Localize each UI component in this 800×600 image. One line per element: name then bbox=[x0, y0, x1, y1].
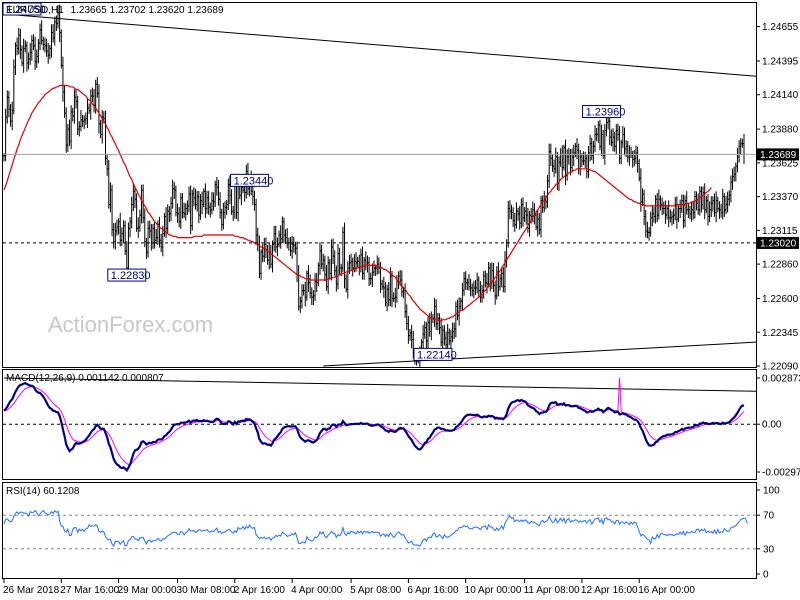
time-axis-label: 4 Apr 00:00 bbox=[291, 585, 343, 596]
price-axis-label: 1.22090 bbox=[762, 362, 799, 373]
time-axis-label: 27 Mar 16:00 bbox=[60, 585, 119, 596]
price-axis-label: 1.23625 bbox=[762, 158, 799, 169]
macd-axis: 0.002873 0.00 -0.002974 bbox=[756, 374, 800, 479]
time-axis-label: 30 Mar 08:00 bbox=[177, 585, 236, 596]
price-axis: 1.24655 1.24395 1.24140 1.23880 1.23625 1.233… bbox=[756, 22, 799, 373]
rsi-axis-label: 30 bbox=[763, 544, 775, 555]
macd-lines bbox=[3, 377, 757, 473]
moving-average-line bbox=[3, 84, 712, 322]
rsi-panel bbox=[2, 482, 757, 579]
time-axis-label: 10 Apr 00:00 bbox=[465, 585, 522, 596]
macd-axis-label: 0.00 bbox=[762, 420, 782, 431]
price-annotation-label: 1.22140 bbox=[417, 349, 457, 361]
price-annotation-label: 1.23440 bbox=[234, 175, 274, 187]
macd-trendline bbox=[3, 377, 757, 392]
time-axis-label: 16 Apr 00:00 bbox=[638, 585, 695, 596]
price-annotation: 1.22830 bbox=[107, 268, 151, 282]
price-axis-label: 1.24395 bbox=[762, 56, 799, 67]
current-price-tag bbox=[757, 148, 799, 161]
price-axis-label: 1.22600 bbox=[762, 294, 799, 305]
price-annotation: 1.24750 bbox=[2, 2, 46, 16]
rsi-title: RSI(14) 60.1208 bbox=[6, 486, 80, 497]
price-axis-label: 1.24140 bbox=[762, 90, 799, 101]
price-panel bbox=[2, 2, 757, 368]
price-annotation-box bbox=[582, 105, 622, 119]
support-price-tag bbox=[757, 236, 799, 249]
price-annotation: 1.22140 bbox=[413, 347, 457, 361]
rsi-axis-label: 0 bbox=[763, 570, 769, 581]
moving-average bbox=[3, 84, 712, 322]
upper-trendline bbox=[3, 13, 757, 77]
price-annotation-label: 1.22830 bbox=[111, 270, 151, 282]
price-axis-label: 1.24655 bbox=[762, 22, 799, 33]
macd-title: MACD(12,26,9) 0.001142 0.000807 bbox=[6, 373, 164, 384]
watermark: ActionForex.com bbox=[48, 312, 213, 337]
symbol-label: EURUSD,H1 bbox=[6, 5, 64, 16]
time-axis-label: 29 Mar 00:00 bbox=[118, 585, 177, 596]
time-axis-label: 5 Apr 08:00 bbox=[350, 585, 402, 596]
price-annotation-box bbox=[107, 268, 147, 282]
price-annotation: 1.23440 bbox=[230, 173, 274, 187]
price-axis-label: 1.23115 bbox=[762, 226, 798, 237]
price-annotation-label: 1.23960 bbox=[586, 107, 626, 119]
lower-trendline bbox=[323, 341, 757, 367]
price-annotation-box bbox=[2, 2, 42, 16]
price-annotation-label: 1.24750 bbox=[6, 4, 46, 16]
price-axis-label: 1.23370 bbox=[762, 192, 799, 203]
support-price-label: 1.23020 bbox=[760, 238, 797, 249]
macd-main-line bbox=[3, 382, 745, 473]
price-trendlines bbox=[3, 13, 757, 367]
time-axis-label: 2 Apr 16:00 bbox=[234, 585, 286, 596]
price-annotation-box bbox=[230, 173, 270, 187]
time-axis: 26 Mar 2018 27 Mar 16:0029 Mar 00:00 30 Ma… bbox=[3, 579, 695, 596]
price-annotation: 1.23960 bbox=[582, 105, 626, 119]
price-annotations: 1.24750 1.23440 1.22830 1.22140 1.23960 bbox=[2, 2, 626, 361]
rsi-axis-label: 100 bbox=[763, 486, 780, 497]
rsi-axis-label: 70 bbox=[763, 511, 775, 522]
price-header: EURUSD,H1 1.23665 1.23702 1.23620 1.2368… bbox=[6, 5, 224, 16]
rsi-lines bbox=[3, 509, 756, 550]
ohlc-readout: 1.23665 1.23702 1.23620 1.23689 bbox=[71, 5, 224, 16]
rsi-axis: 100 70 30 0 bbox=[756, 486, 780, 581]
price-axis-label: 1.23880 bbox=[762, 125, 799, 136]
time-axis-label: 11 Apr 08:00 bbox=[524, 585, 580, 596]
macd-axis-label: 0.002873 bbox=[762, 374, 800, 385]
rsi-line bbox=[3, 509, 748, 547]
time-axis-label: 6 Apr 16:00 bbox=[407, 585, 459, 596]
time-axis-label: 12 Apr 16:00 bbox=[581, 585, 638, 596]
price-axis-label: 1.22860 bbox=[762, 260, 799, 271]
time-axis-label: 26 Mar 2018 bbox=[3, 585, 60, 596]
current-price-label: 1.23689 bbox=[760, 150, 797, 161]
price-axis-label: 1.22345 bbox=[762, 328, 799, 339]
price-annotation-box bbox=[413, 347, 453, 361]
macd-axis-label: -0.002974 bbox=[762, 468, 800, 479]
